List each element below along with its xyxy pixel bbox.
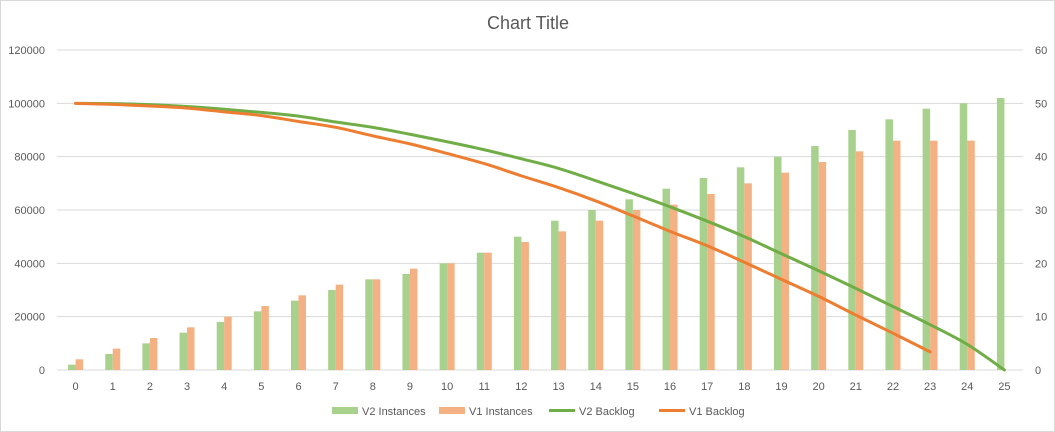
bar — [447, 263, 455, 370]
bar — [365, 279, 373, 370]
bar — [521, 242, 529, 370]
x-tick-label: 13 — [552, 381, 564, 393]
bar — [261, 306, 269, 370]
y2-tick-label: 0 — [1035, 365, 1041, 377]
bar — [410, 269, 418, 370]
x-tick-label: 10 — [441, 381, 453, 393]
bar — [744, 183, 752, 370]
x-tick-label: 24 — [961, 381, 973, 393]
bar — [774, 157, 782, 370]
bar — [328, 290, 336, 370]
chart-title: Chart Title — [487, 13, 569, 33]
bar — [440, 263, 448, 370]
bar — [254, 311, 262, 370]
bar — [930, 141, 938, 370]
bar — [700, 178, 708, 370]
bar — [150, 338, 158, 370]
bar — [596, 221, 604, 370]
bar — [217, 322, 225, 370]
legend-label: V1 Backlog — [689, 406, 745, 418]
x-tick-label: 6 — [295, 381, 301, 393]
y2-tick-label: 10 — [1035, 312, 1047, 324]
legend-label: V2 Instances — [362, 406, 426, 418]
bar — [187, 327, 195, 370]
y2-tick-label: 50 — [1035, 98, 1047, 110]
y2-tick-label: 40 — [1035, 152, 1047, 164]
series-line — [76, 103, 1005, 370]
bar — [997, 98, 1005, 370]
legend-label: V1 Instances — [469, 406, 533, 418]
x-tick-label: 3 — [184, 381, 190, 393]
x-tick-label: 25 — [998, 381, 1010, 393]
y-tick-label: 20000 — [14, 312, 45, 324]
x-tick-label: 9 — [407, 381, 413, 393]
x-tick-label: 8 — [370, 381, 376, 393]
legend-swatch — [439, 407, 465, 414]
bar — [819, 162, 827, 370]
bar — [848, 130, 856, 370]
y2-tick-label: 30 — [1035, 205, 1047, 217]
y-tick-label: 100000 — [8, 98, 45, 110]
bar — [402, 274, 410, 370]
bar — [811, 146, 819, 370]
legend-swatch — [332, 407, 358, 414]
x-tick-label: 18 — [738, 381, 750, 393]
bar — [105, 354, 113, 370]
x-tick-label: 11 — [479, 381, 490, 393]
x-tick-label: 7 — [333, 381, 339, 393]
bar — [551, 221, 559, 370]
y2-tick-label: 20 — [1035, 258, 1047, 270]
bar — [923, 109, 931, 370]
bar — [588, 210, 596, 370]
bar — [782, 173, 790, 370]
bar — [477, 253, 485, 370]
bar — [960, 103, 968, 370]
series-line — [76, 103, 931, 352]
x-tick-label: 19 — [775, 381, 787, 393]
bar — [113, 349, 121, 370]
bar — [856, 151, 864, 370]
bar — [670, 205, 678, 370]
y-tick-label: 120000 — [8, 45, 45, 57]
x-tick-label: 2 — [147, 381, 153, 393]
y2-tick-label: 60 — [1035, 45, 1047, 57]
bar — [142, 343, 150, 370]
bar — [663, 189, 671, 370]
x-tick-label: 5 — [258, 381, 264, 393]
y-tick-label: 0 — [39, 365, 45, 377]
x-tick-label: 16 — [664, 381, 676, 393]
x-tick-label: 23 — [924, 381, 936, 393]
bar — [633, 210, 641, 370]
x-tick-label: 12 — [515, 381, 527, 393]
legend-label: V2 Backlog — [579, 406, 635, 418]
bar — [559, 231, 567, 370]
bar — [514, 237, 522, 370]
bar — [76, 359, 84, 370]
bar — [373, 279, 381, 370]
y-tick-label: 80000 — [14, 152, 45, 164]
bar — [299, 295, 307, 370]
x-tick-label: 4 — [221, 381, 227, 393]
y-tick-label: 40000 — [14, 258, 45, 270]
x-tick-label: 15 — [627, 381, 639, 393]
x-tick-label: 1 — [110, 381, 116, 393]
bar — [224, 317, 232, 370]
x-tick-label: 14 — [590, 381, 602, 393]
x-tick-label: 22 — [887, 381, 899, 393]
bar — [967, 141, 975, 370]
bar — [68, 365, 76, 370]
x-tick-label: 0 — [73, 381, 79, 393]
bar — [291, 301, 299, 370]
bar — [484, 253, 492, 370]
bar — [737, 167, 745, 370]
x-tick-label: 20 — [813, 381, 825, 393]
bar — [625, 199, 633, 370]
x-tick-label: 21 — [850, 381, 862, 393]
bar — [336, 285, 344, 370]
bar — [180, 333, 188, 370]
x-tick-label: 17 — [701, 381, 713, 393]
y-tick-label: 60000 — [14, 205, 45, 217]
